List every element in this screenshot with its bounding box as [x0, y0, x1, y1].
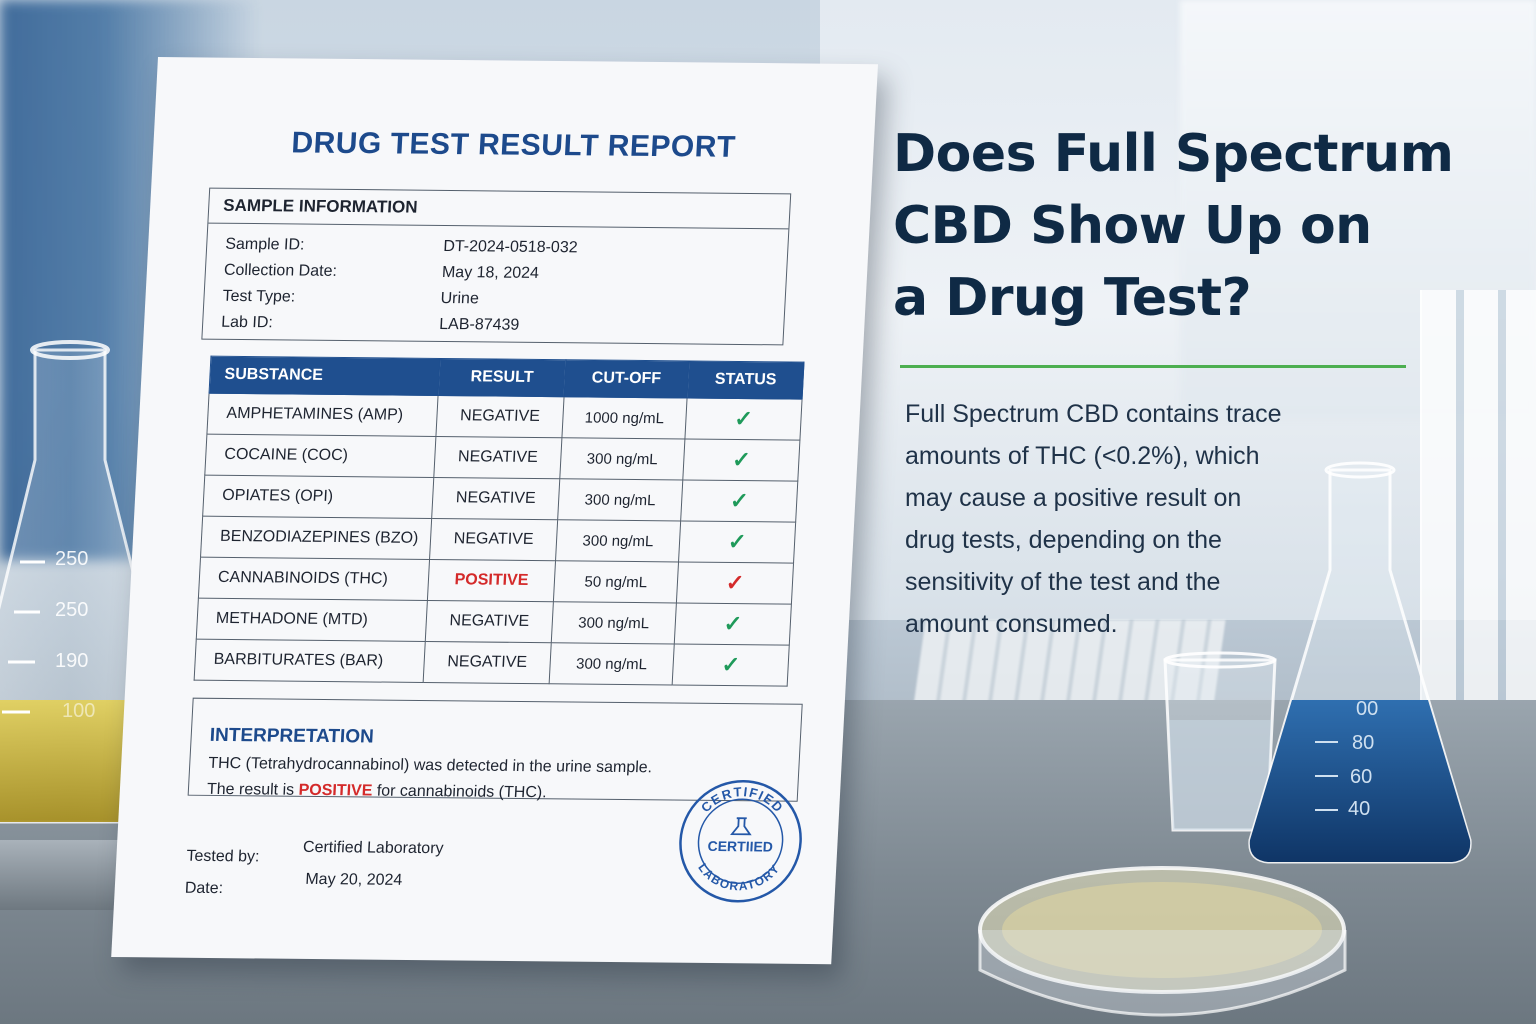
result-cell: NEGATIVE [436, 395, 564, 438]
flask-mark: 250 [55, 548, 89, 570]
sample-value: May 18, 2024 [441, 263, 540, 282]
column-header-status: STATUS [687, 360, 804, 400]
description-line: drug tests, depending on the [905, 526, 1222, 554]
test-tube-rack [1420, 290, 1536, 720]
substance-cell: COCAINE (COC) [204, 434, 437, 478]
result-cell: NEGATIVE [425, 600, 553, 643]
interpretation-heading: INTERPRETATION [209, 724, 375, 748]
flask-mark: 190 [55, 650, 89, 672]
check-icon: ✓ [723, 610, 743, 637]
sample-information-heading: SAMPLE INFORMATION [208, 188, 791, 230]
sample-value: Urine [440, 289, 480, 308]
headline-line: a Drug Test? [893, 268, 1252, 328]
cutoff-cell: 1000 ng/mL [561, 396, 688, 439]
check-icon: ✓ [720, 651, 741, 678]
table-row: BENZODIAZEPINES (BZO) NEGATIVE 300 ng/mL… [200, 516, 796, 564]
description-line: amount consumed. [905, 610, 1118, 638]
description-line: amounts of THC (<0.2%), which [905, 442, 1260, 470]
flask-icon [730, 817, 752, 836]
table-row: COCAINE (COC) NEGATIVE 300 ng/mL ✓ [204, 434, 800, 482]
description-line: may cause a positive result on [905, 484, 1242, 512]
drug-test-report: DRUG TEST RESULT REPORT SAMPLE INFORMATI… [111, 57, 878, 965]
substance-cell: CANNABINOIDS (THC) [198, 557, 430, 601]
result-cell: NEGATIVE [423, 641, 551, 684]
flask-mark: 250 [55, 599, 89, 621]
flask-mark: 100 [62, 700, 96, 722]
report-title: DRUG TEST RESULT REPORT [290, 126, 737, 164]
green-divider [900, 365, 1406, 368]
cutoff-cell: 300 ng/mL [550, 601, 677, 644]
column-header-substance: SUBSTANCE [209, 356, 441, 396]
column-header-result: RESULT [438, 358, 566, 397]
flask-mark: 40 [1348, 798, 1371, 820]
stamp-bottom-text: LABORATORY [694, 860, 783, 893]
petri-dish [978, 866, 1347, 1017]
cutoff-cell: 300 ng/mL [559, 437, 686, 480]
table-row: CANNABINOIDS (THC) POSITIVE 50 ng/mL ✓ [198, 557, 794, 605]
check-icon: ✓ [729, 487, 750, 514]
stamp-center-text: CERTIIED [707, 838, 773, 855]
substance-cell: METHADONE (MTD) [196, 598, 428, 642]
cutoff-cell: 50 ng/mL [552, 560, 679, 603]
interpretation-prefix: The result is [206, 780, 299, 799]
beaker [1163, 651, 1277, 832]
cutoff-cell: 300 ng/mL [548, 642, 675, 685]
date-label: Date: [184, 879, 224, 898]
sample-label: Sample ID: [224, 235, 305, 254]
check-icon: ✓ [731, 446, 752, 473]
description-line: Full Spectrum CBD contains trace [905, 400, 1282, 428]
article-description: Full Spectrum CBD contains trace amounts… [905, 393, 1425, 645]
interpretation-result: The result is POSITIVE for cannabinoids … [206, 780, 548, 802]
sample-row: Lab ID: LAB-87439 [203, 310, 784, 342]
tested-by-value: Certified Laboratory [302, 838, 444, 858]
check-icon: ✓ [727, 528, 748, 555]
positive-highlight: POSITIVE [298, 781, 373, 800]
flask-mark: 00 [1356, 698, 1379, 720]
sample-value: DT-2024-0518-032 [442, 237, 579, 257]
cutoff-cell: 300 ng/mL [555, 519, 681, 562]
result-cell: NEGATIVE [429, 518, 558, 561]
description-line: sensitivity of the test and the [905, 568, 1221, 596]
table-row: OPIATES (OPI) NEGATIVE 300 ng/mL ✓ [202, 475, 798, 523]
check-icon: ✓ [733, 405, 754, 432]
check-icon: ✓ [725, 569, 745, 596]
flask-mark: 80 [1352, 732, 1375, 754]
date-value: May 20, 2024 [304, 870, 403, 889]
sample-value: LAB-87439 [438, 315, 520, 334]
svg-text:LABORATORY: LABORATORY [694, 860, 783, 893]
result-cell: POSITIVE [427, 559, 556, 602]
sample-information-box: SAMPLE INFORMATION Sample ID: DT-2024-05… [201, 187, 792, 346]
cutoff-cell: 300 ng/mL [557, 478, 683, 521]
result-cell: NEGATIVE [432, 477, 560, 520]
table-row: METHADONE (MTD) NEGATIVE 300 ng/mL ✓ [196, 598, 792, 646]
sample-label: Lab ID: [220, 313, 274, 332]
interpretation-suffix: for cannabinoids (THC). [371, 782, 548, 802]
table-row: AMPHETAMINES (AMP) NEGATIVE 1000 ng/mL ✓ [206, 393, 803, 441]
flask-mark: 60 [1350, 766, 1373, 788]
results-table: SUBSTANCE RESULT CUT-OFF STATUS AMPHETAM… [194, 356, 805, 687]
table-row: BARBITURATES (BAR) NEGATIVE 300 ng/mL ✓ [194, 639, 790, 687]
blue-flask [1248, 461, 1472, 864]
substance-cell: BENZODIAZEPINES (BZO) [200, 516, 433, 560]
headline-line: Does Full Spectrum [893, 124, 1454, 184]
table-header-row: SUBSTANCE RESULT CUT-OFF STATUS [209, 356, 804, 400]
sample-label: Collection Date: [223, 261, 338, 280]
substance-cell: BARBITURATES (BAR) [194, 639, 426, 683]
certified-laboratory-stamp: CERTIFIED LABORATORY CERTIIED [679, 779, 802, 903]
substance-cell: AMPHETAMINES (AMP) [206, 393, 439, 437]
tested-by-label: Tested by: [186, 847, 260, 866]
interpretation-text: THC (Tetrahydrocannabinol) was detected … [207, 754, 653, 777]
substance-cell: OPIATES (OPI) [202, 475, 435, 519]
column-header-cutoff: CUT-OFF [563, 359, 690, 398]
headline-line: CBD Show Up on [893, 196, 1372, 256]
article-headline: Does Full Spectrum CBD Show Up on a Drug… [893, 118, 1513, 334]
result-cell: NEGATIVE [434, 436, 562, 479]
sample-label: Test Type: [222, 287, 296, 306]
